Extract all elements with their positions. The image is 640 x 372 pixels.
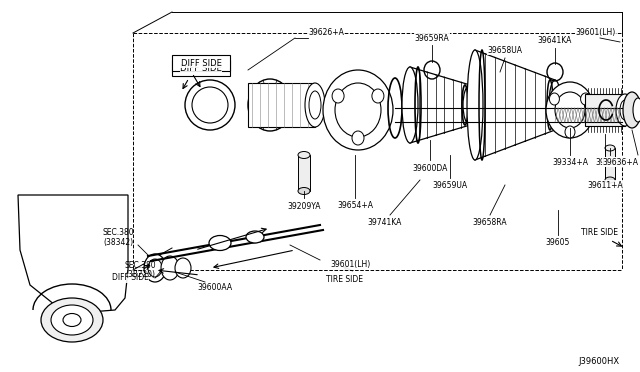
Text: 39658RA: 39658RA (473, 218, 508, 227)
Ellipse shape (209, 235, 231, 250)
Text: 39600DA: 39600DA (412, 164, 448, 173)
Text: 39741KA: 39741KA (368, 218, 402, 227)
Ellipse shape (623, 92, 640, 128)
Text: SEC.380: SEC.380 (102, 228, 134, 237)
Ellipse shape (565, 126, 575, 138)
Ellipse shape (185, 80, 235, 130)
Ellipse shape (335, 83, 381, 137)
Text: 39626+A: 39626+A (308, 28, 344, 36)
Ellipse shape (63, 314, 81, 327)
Text: J39600HX: J39600HX (579, 357, 620, 366)
Ellipse shape (192, 87, 228, 123)
Text: DIFF SIDE: DIFF SIDE (180, 64, 222, 73)
Text: 39641KA: 39641KA (538, 35, 572, 45)
Polygon shape (585, 94, 625, 126)
Ellipse shape (546, 82, 594, 138)
Ellipse shape (605, 177, 615, 183)
Ellipse shape (549, 80, 561, 130)
Ellipse shape (148, 259, 162, 277)
Text: DIFF SIDE: DIFF SIDE (180, 58, 221, 67)
Ellipse shape (248, 79, 292, 131)
Ellipse shape (372, 89, 384, 103)
Bar (172, 60, 230, 76)
Ellipse shape (463, 85, 477, 125)
Bar (605, 148, 615, 180)
Ellipse shape (467, 50, 483, 160)
Ellipse shape (549, 93, 559, 105)
Text: 39658UA: 39658UA (488, 45, 522, 55)
Ellipse shape (175, 258, 191, 278)
Text: 39209YA: 39209YA (287, 202, 321, 211)
Text: 39659RA: 39659RA (415, 33, 449, 42)
Bar (172, 55, 230, 71)
Text: 39209Y: 39209Y (596, 157, 625, 167)
Text: TIRE SIDE: TIRE SIDE (582, 228, 618, 237)
Ellipse shape (41, 298, 103, 342)
Polygon shape (248, 83, 315, 127)
Ellipse shape (144, 254, 166, 282)
Ellipse shape (633, 98, 640, 122)
Text: 39611+A: 39611+A (587, 180, 623, 189)
Text: 39334+A: 39334+A (552, 157, 588, 167)
Text: 39636+A: 39636+A (602, 157, 638, 167)
Ellipse shape (555, 92, 585, 128)
Text: TIRE SIDE: TIRE SIDE (326, 276, 364, 285)
Ellipse shape (161, 256, 179, 280)
Text: 39600AA: 39600AA (197, 283, 232, 292)
Text: 39605: 39605 (546, 237, 570, 247)
Ellipse shape (51, 305, 93, 335)
Ellipse shape (298, 187, 310, 195)
Ellipse shape (305, 83, 325, 127)
Ellipse shape (298, 151, 310, 158)
Ellipse shape (323, 70, 393, 150)
Ellipse shape (616, 94, 634, 126)
Ellipse shape (246, 231, 264, 243)
Ellipse shape (309, 91, 321, 119)
Ellipse shape (352, 131, 364, 145)
Text: 39659UA: 39659UA (433, 180, 468, 189)
Text: SEC.380: SEC.380 (124, 260, 156, 269)
Text: (38220): (38220) (125, 270, 155, 279)
Polygon shape (18, 195, 128, 312)
Ellipse shape (620, 100, 630, 120)
Text: (38342): (38342) (103, 237, 133, 247)
Ellipse shape (255, 87, 285, 123)
Text: 39654+A: 39654+A (337, 201, 373, 209)
Text: DIFF SIDE: DIFF SIDE (111, 273, 148, 282)
Ellipse shape (580, 93, 591, 105)
Text: 39601(LH): 39601(LH) (575, 28, 615, 36)
Ellipse shape (402, 67, 418, 143)
Bar (298, 155, 310, 191)
Ellipse shape (605, 145, 615, 151)
Ellipse shape (332, 89, 344, 103)
Text: 39601(LH): 39601(LH) (330, 260, 371, 269)
